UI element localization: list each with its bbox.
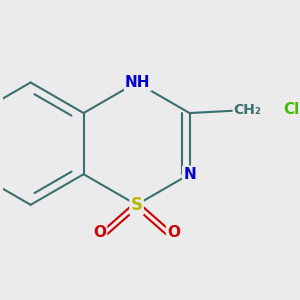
Text: S: S (130, 196, 142, 214)
Text: NH: NH (125, 75, 151, 90)
Text: Cl: Cl (284, 103, 300, 118)
Text: O: O (167, 225, 180, 240)
Text: N: N (183, 167, 196, 182)
Text: O: O (93, 225, 106, 240)
Text: CH₂: CH₂ (234, 103, 262, 117)
